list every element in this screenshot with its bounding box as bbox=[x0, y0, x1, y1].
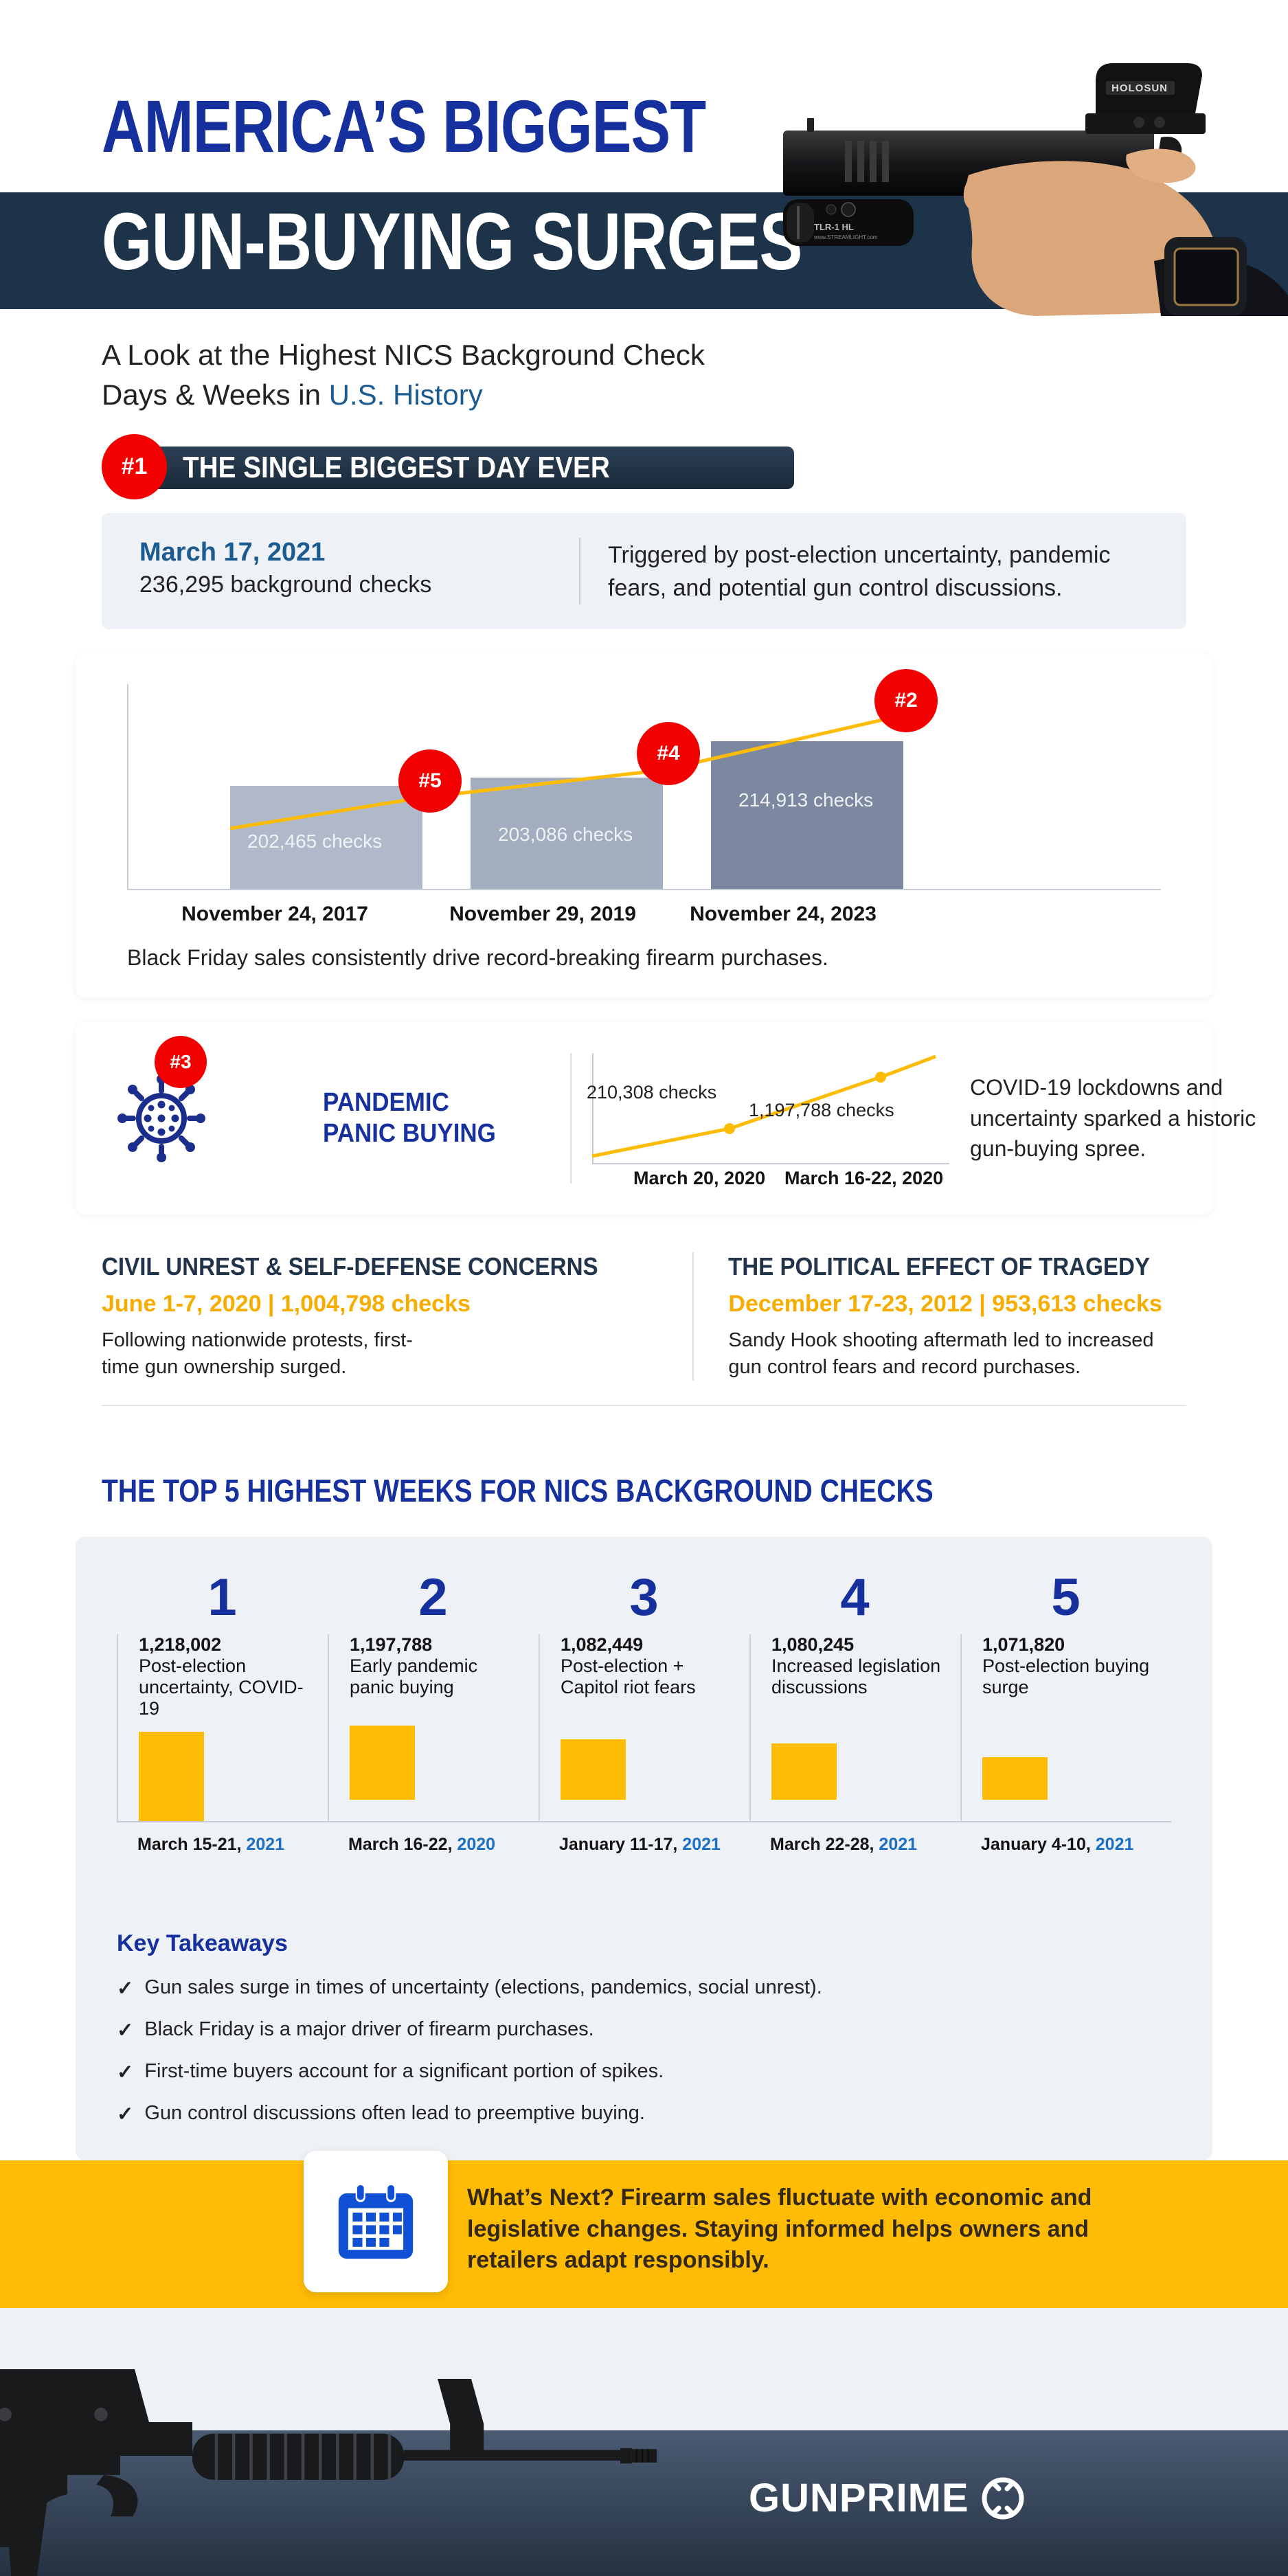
svg-text:HOLOSUN: HOLOSUN bbox=[1111, 82, 1168, 94]
svg-text:TLR-1 HL: TLR-1 HL bbox=[814, 222, 854, 232]
svg-text:www.STREAMLIGHT.com: www.STREAMLIGHT.com bbox=[813, 234, 878, 240]
